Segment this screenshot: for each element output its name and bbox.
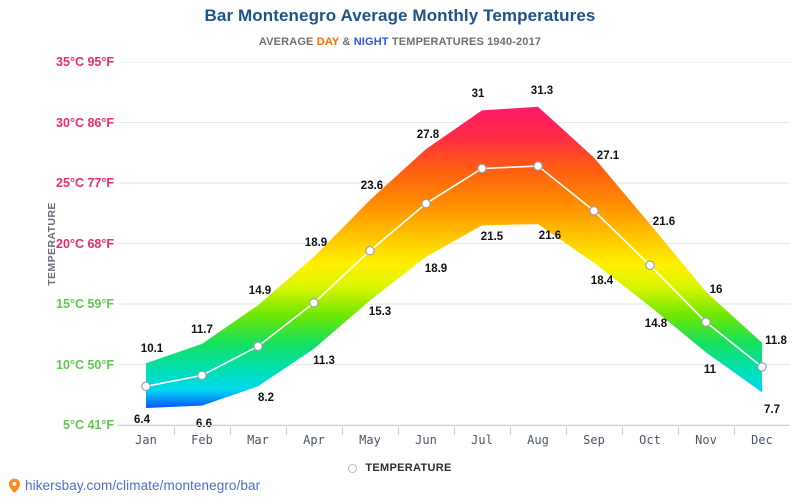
subtitle-mid: &	[339, 36, 354, 48]
map-pin-icon	[8, 478, 21, 493]
data-label-day-aug: 31.3	[530, 84, 554, 97]
x-axis-tick-sep: Sep	[566, 426, 622, 453]
data-label-night-mar: 8.2	[258, 392, 274, 405]
data-label-night-jan: 6.4	[134, 414, 150, 427]
x-axis-tick-apr: Apr	[286, 426, 342, 453]
data-label-night-feb: 6.6	[196, 417, 212, 430]
x-axis-tick-nov: Nov	[678, 426, 734, 453]
x-axis-tick-aug: Aug	[510, 426, 566, 453]
circle-marker-icon	[348, 463, 358, 473]
x-axis: Jan Feb Mar Apr May Jun Jul Aug Sep Oct Nov Dec	[118, 425, 790, 453]
legend-label: TEMPERATURE	[365, 462, 452, 474]
data-label-night-jul: 21.5	[480, 231, 504, 244]
y-axis-tick-35: 35°C 95°F	[56, 55, 114, 69]
data-label-night-dec: 7.7	[764, 404, 780, 417]
data-label-night-nov: 11	[703, 364, 717, 377]
y-axis-tick-30: 30°C 86°F	[56, 115, 114, 130]
data-label-day-jul: 31	[471, 88, 485, 101]
y-axis-tick-15: 15°C 59°F	[56, 297, 114, 311]
plot-area: 10.1 11.7 14.9 18.9 23.6 27.8 31 31.3 27.1 21.6 16…	[118, 62, 790, 430]
subtitle-post: TEMPERATURES 1940-2017	[388, 36, 542, 48]
data-label-night-jun: 18.9	[424, 262, 448, 275]
data-label-night-oct: 14.8	[644, 318, 668, 331]
data-label-day-dec: 11.8	[765, 334, 787, 347]
source-footer[interactable]: hikersbay.com/climate/montenegro/bar	[8, 478, 260, 493]
y-axis-tick-5: 5°C 41°F	[63, 418, 114, 432]
x-axis-tick-may: May	[342, 426, 398, 453]
subtitle-night: NIGHT	[353, 36, 389, 48]
data-label-day-feb: 11.7	[191, 323, 213, 336]
data-label-day-nov: 16	[709, 283, 723, 296]
data-label-night-aug: 21.6	[538, 230, 562, 243]
chart-svg	[118, 62, 790, 425]
page-title: Bar Montenegro Average Monthly Temperatu…	[204, 6, 596, 25]
x-axis-tick-oct: Oct	[622, 426, 678, 453]
data-label-day-sep: 27.1	[596, 149, 620, 162]
chart-subtitle: AVERAGE DAY & NIGHT TEMPERATURES 1940-20…	[0, 36, 800, 48]
data-label-day-apr: 18.9	[304, 236, 328, 249]
x-axis-tick-jul: Jul	[454, 426, 510, 453]
source-url: hikersbay.com/climate/montenegro/bar	[25, 478, 261, 493]
subtitle-day: DAY	[316, 36, 340, 48]
x-axis-tick-jun: Jun	[398, 426, 454, 453]
data-label-day-may: 23.6	[360, 179, 384, 192]
x-axis-tick-feb: Feb	[174, 426, 230, 453]
data-label-night-sep: 18.4	[590, 274, 614, 287]
data-label-night-may: 15.3	[368, 306, 392, 319]
chart-legend: TEMPERATURE	[0, 462, 800, 474]
data-label-day-oct: 21.6	[652, 216, 676, 229]
x-axis-tick-mar: Mar	[230, 426, 286, 453]
y-axis-tick-20: 20°C 68°F	[56, 236, 114, 251]
y-axis-tick-25: 25°C 77°F	[56, 176, 114, 190]
y-axis: TEMPERATURE 5°C 41°F 10°C 50°F 15°C 59°F 20…	[18, 55, 114, 432]
x-axis-tick-dec: Dec	[734, 426, 790, 453]
subtitle-pre: AVERAGE	[258, 36, 317, 48]
data-label-day-jun: 27.8	[416, 129, 440, 142]
y-axis-tick-10: 10°C 50°F	[56, 357, 114, 372]
data-label-day-jan: 10.1	[140, 343, 164, 356]
x-axis-tick-jan: Jan	[135, 432, 157, 447]
data-label-night-apr: 11.3	[313, 354, 335, 367]
data-label-day-mar: 14.9	[248, 285, 272, 298]
